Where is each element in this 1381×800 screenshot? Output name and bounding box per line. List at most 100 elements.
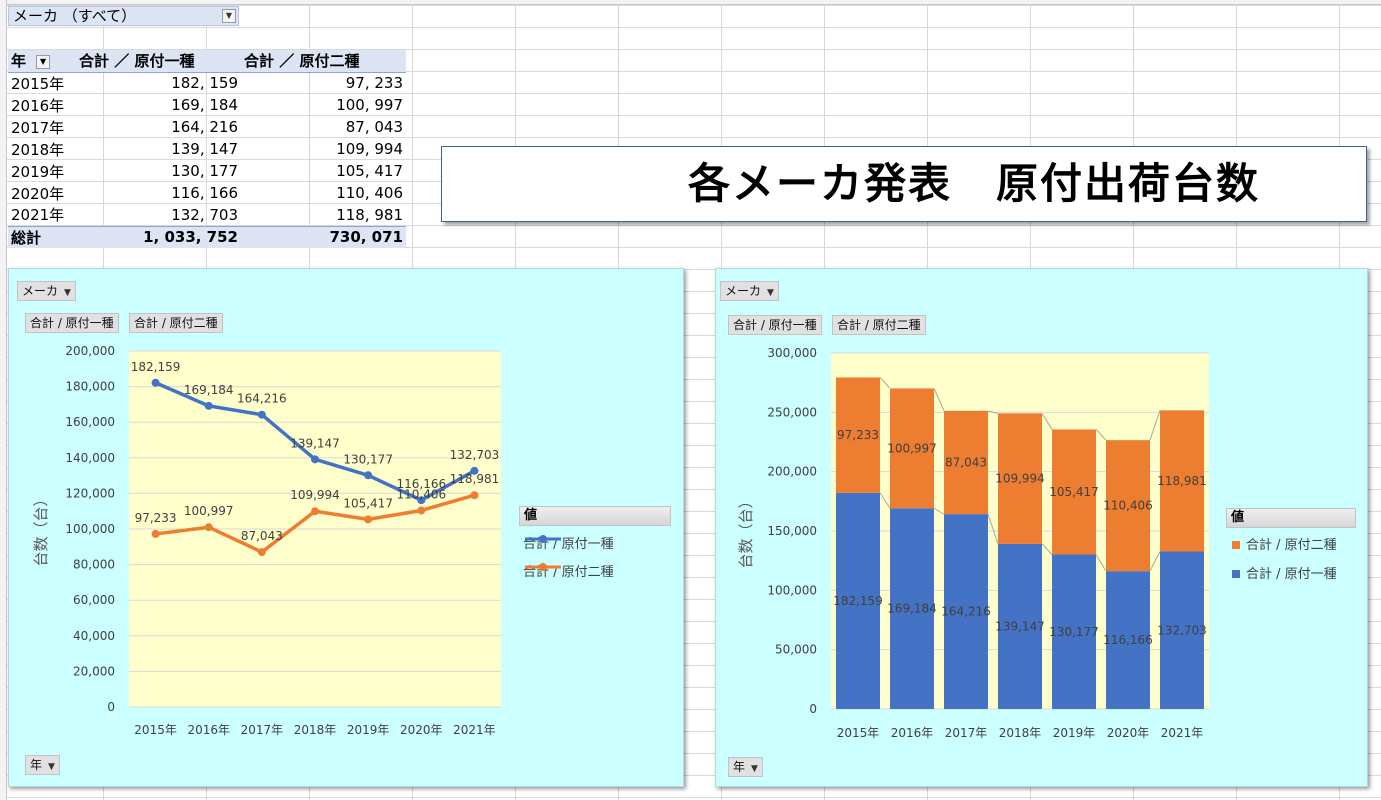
data-label: 132,703	[1157, 623, 1207, 637]
series-line	[1041, 413, 1053, 430]
maker-field-button[interactable]: メーカ ▼	[17, 281, 76, 301]
row-value-1: 130, 177	[171, 162, 238, 180]
chevron-down-icon: ▼	[48, 762, 55, 772]
data-label: 97,233	[837, 428, 879, 442]
data-label: 164,216	[941, 605, 991, 619]
series2-field-button[interactable]: 合計 / 原付二種	[129, 313, 223, 333]
series-line	[1041, 543, 1053, 555]
bar-segment-series2	[890, 388, 934, 509]
row-value-2: 110, 406	[336, 184, 403, 202]
line-chart-panel[interactable]: 0 20,000 40,000 60,000 80,000 100,000 120,000 1…	[8, 268, 684, 787]
bar-segment-series2	[944, 410, 988, 515]
data-label: 116,166	[396, 477, 446, 491]
bar-segment-series1	[1106, 571, 1150, 709]
legend-item-series1[interactable]: 合計 / 原付一種	[1232, 563, 1337, 582]
row-value-1: 132, 703	[171, 205, 238, 224]
y-tick-label: 0	[809, 702, 817, 716]
data-point	[470, 491, 479, 500]
data-point	[364, 471, 373, 480]
data-label: 130,177	[343, 452, 393, 466]
series-line	[879, 377, 891, 389]
row-value-2: 105, 417	[336, 162, 403, 180]
row-value-1: 139, 147	[171, 140, 238, 158]
pivot-header-row: 年 ▼ 合計 ／ 原付一種 合計 ／ 原付二種	[8, 50, 406, 73]
year-field-button[interactable]: 年 ▼	[728, 757, 763, 777]
data-label: 182,159	[833, 594, 883, 608]
legend-label: 合計 / 原付二種	[1246, 538, 1337, 553]
x-tick-label: 2019年	[347, 723, 390, 737]
row-year: 2018年	[11, 140, 65, 159]
legend-item-series1[interactable]: 合計 / 原付一種	[523, 533, 614, 552]
table-row: 2015年 182, 159 97, 233	[8, 72, 406, 94]
data-point	[204, 401, 213, 410]
report-title[interactable]: 各メーカ発表 原付出荷台数	[441, 146, 1367, 222]
table-row: 2017年 164, 216 87, 043	[8, 116, 406, 138]
x-tick-label: 2020年	[400, 723, 443, 737]
total-value-2: 730, 071	[241, 225, 406, 248]
table-row: 2016年 169, 184 100, 997	[8, 94, 406, 116]
maker-filter[interactable]: メーカ （すべて） ▼	[8, 6, 239, 26]
data-label: 100,997	[184, 504, 234, 518]
x-tick-label: 2015年	[837, 726, 880, 740]
year-dropdown-icon[interactable]: ▼	[36, 54, 51, 69]
row-value-2: 100, 997	[336, 96, 403, 114]
data-label: 164,216	[237, 392, 287, 406]
chevron-down-icon: ▼	[767, 288, 774, 298]
y-tick-label: 60,000	[73, 593, 115, 607]
series-line	[987, 513, 999, 545]
row-value-1: 169, 184	[171, 96, 238, 114]
legend-item-series2[interactable]: 合計 / 原付二種	[1232, 534, 1337, 553]
legend-item-series2[interactable]: 合計 / 原付二種	[523, 561, 614, 580]
year-field-button[interactable]: 年 ▼	[25, 755, 60, 775]
data-label: 169,184	[887, 602, 937, 616]
table-row: 2019年 130, 177 105, 417	[8, 160, 406, 182]
series-line	[933, 507, 945, 515]
row-value-1: 164, 216	[171, 118, 238, 136]
row-year: 2015年	[11, 74, 65, 93]
x-tick-label: 2021年	[453, 723, 496, 737]
legend-square-icon	[1232, 570, 1240, 578]
bar-segment-series1	[1052, 554, 1096, 709]
data-point	[257, 548, 266, 557]
row-year: 2017年	[11, 118, 65, 137]
maker-field-button[interactable]: メーカ ▼	[720, 281, 779, 301]
bar-segment-series1	[944, 514, 988, 709]
data-label: 110,406	[1103, 499, 1153, 513]
row-year: 2016年	[11, 96, 65, 115]
data-point	[204, 523, 213, 532]
table-row: 2018年 139, 147 109, 994	[8, 138, 406, 160]
line-chart: 0 20,000 40,000 60,000 80,000 100,000 120,000 1…	[32, 344, 501, 737]
row-value-1: 182, 159	[171, 74, 238, 93]
series1-field-button[interactable]: 合計 / 原付一種	[728, 315, 822, 335]
chevron-down-icon: ▼	[64, 288, 71, 298]
legend-label: 合計 / 原付一種	[1246, 567, 1337, 582]
y-tick-label: 160,000	[65, 415, 115, 429]
data-label: 97,233	[135, 511, 177, 525]
bar-chart-panel[interactable]: 0 50,000 100,000 150,000 200,000 250,000 300,0…	[715, 268, 1368, 787]
y-tick-label: 180,000	[65, 380, 115, 394]
series-line	[879, 492, 891, 509]
legend-header[interactable]: 値	[1226, 508, 1356, 528]
data-label: 109,994	[290, 488, 340, 502]
legend-header[interactable]: 値	[519, 506, 671, 526]
bar-segment-series2	[1160, 410, 1204, 552]
data-label: 105,417	[343, 496, 393, 510]
bar-segment-series1	[1160, 551, 1204, 709]
bar-segment-series1	[998, 543, 1042, 709]
y-tick-label: 150,000	[767, 524, 817, 538]
series2-field-button[interactable]: 合計 / 原付二種	[832, 315, 926, 335]
data-label: 139,147	[290, 436, 340, 450]
year-header[interactable]: 年 ▼	[8, 50, 76, 73]
series1-field-button[interactable]: 合計 / 原付一種	[25, 313, 119, 333]
grand-total-row: 総計 1, 033, 752 730, 071	[8, 225, 406, 248]
series-line	[987, 410, 999, 414]
y-axis-title: 台数（台）	[737, 493, 755, 568]
y-tick-label: 300,000	[767, 346, 817, 360]
filter-dropdown-icon[interactable]: ▼	[222, 9, 236, 23]
bar-segment-series2	[1052, 429, 1096, 555]
y-tick-label: 100,000	[767, 583, 817, 597]
legend-square-icon	[1232, 541, 1240, 549]
y-tick-label: 50,000	[775, 643, 817, 657]
y-tick-label: 40,000	[73, 629, 115, 643]
pivot-table: 年 ▼ 合計 ／ 原付一種 合計 ／ 原付二種 2015年 182, 159 97…	[8, 50, 406, 248]
